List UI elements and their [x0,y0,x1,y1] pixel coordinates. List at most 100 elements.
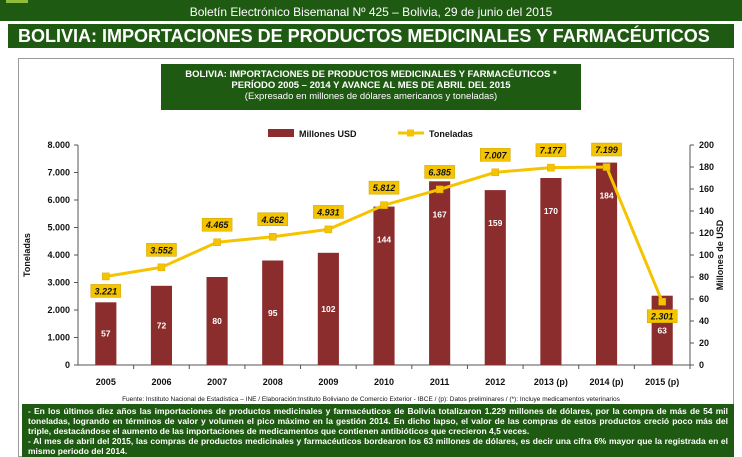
bar-value-label: 159 [488,218,502,228]
right-tick-label: 100 [699,250,714,260]
bar-value-label: 80 [212,316,222,326]
bar [206,277,228,365]
bar [317,252,339,365]
line-value-box [646,309,678,323]
bar [540,178,562,365]
banner-accent [6,0,28,3]
x-tick-label: 2009 [318,377,338,387]
right-tick-label: 120 [699,228,714,238]
line-value-label: 5.812 [373,183,396,193]
left-tick-label: 5.000 [47,223,70,233]
left-tick-label: 8.000 [47,140,70,150]
right-tick-label: 60 [699,294,709,304]
left-tick-label: 2.000 [47,305,70,315]
line-point [491,168,500,177]
right-tick-label: 40 [699,316,709,326]
line-value-label: 7.199 [595,145,618,155]
line-value-box [535,143,567,157]
bar [373,206,395,365]
x-tick-label: 2008 [263,377,283,387]
x-tick-label: 2007 [207,377,227,387]
x-tick-label: 2005 [96,377,116,387]
line-value-box [90,284,122,298]
bar [484,190,506,365]
left-tick-label: 0 [65,360,70,370]
line-point [602,163,611,171]
bar [150,285,173,365]
left-tick-label: 4.000 [47,250,70,260]
bar-value-label: 144 [377,235,391,245]
line-point [157,263,166,272]
line-value-label: 7.177 [540,146,564,156]
line-point [380,201,388,209]
right-tick-label: 180 [699,162,714,172]
x-tick-label: 2015 (p) [645,377,679,387]
top-banner [0,0,742,21]
note-paragraph-2: - Al mes de abril del 2015, las compras … [28,436,728,456]
left-tick-label: 7.000 [47,168,70,178]
line-point [324,225,333,234]
legend-line-marker [407,129,414,137]
line-value-box [591,142,622,157]
page-title: BOLIVIA: IMPORTACIONES DE PRODUCTOS MEDI… [8,24,734,48]
bar-value-label: 95 [268,308,278,318]
bulletin-line: Boletín Electrónico Bisemanal Nº 425 – B… [189,5,553,19]
line-value-box [201,217,233,232]
legend-bar-swatch [268,129,294,137]
bar-value-label: 184 [599,191,613,201]
bar [595,162,618,365]
right-tick-label: 20 [699,338,709,348]
right-tick-label: 140 [699,206,714,216]
x-tick-label: 2011 [430,377,450,387]
line-point [658,297,666,306]
bar-value-label: 102 [321,304,335,314]
x-tick-label: 2014 (p) [590,377,624,387]
legend-bar-label: Millones USD [299,129,357,139]
right-tick-label: 200 [699,140,714,150]
line-value-label: 3.552 [150,245,173,255]
x-tick-label: 2010 [374,377,394,387]
line-point [102,272,110,281]
left-axis-title: Toneladas [22,233,32,277]
x-tick-label: 2013 (p) [534,377,568,387]
left-tick-label: 6.000 [47,195,70,205]
line-point [268,233,277,241]
line-value-label: 4.662 [260,215,284,225]
bar-value-label: 170 [544,206,558,216]
line-value-box [257,212,288,227]
line-value-box [313,205,344,219]
left-tick-label: 1.000 [47,333,70,343]
legend-line-label: Toneladas [429,129,473,139]
right-tick-label: 160 [699,184,714,194]
chart-units-note: (Expresado en millones de dólares americ… [244,91,498,102]
line-value-label: 4.465 [205,220,230,230]
source-note: Fuente: Instituto Nacional de Estadístic… [122,396,620,403]
line-value-label: 2.301 [650,312,674,322]
bar-value-label: 167 [433,209,447,219]
line-value-box [368,180,400,195]
bar-value-label: 72 [157,320,167,330]
line-value-box [146,243,177,257]
bar-value-label: 63 [657,325,667,335]
bar [95,302,117,365]
right-axis-title: Millones de USD [715,219,725,290]
line-value-label: 4.931 [316,207,340,217]
chart-title: BOLIVIA: IMPORTACIONES DE PRODUCTOS MEDI… [185,69,557,80]
bar [429,181,451,365]
bar [262,260,284,365]
line-value-label: 3.221 [95,286,118,296]
line-value-label: 7.007 [484,150,508,160]
x-tick-label: 2006 [151,377,171,387]
x-tick-label: 2012 [485,377,505,387]
line-value-box [480,148,511,162]
right-tick-label: 80 [699,272,709,282]
line-point [547,163,555,172]
note-paragraph-1: - En los últimos diez años las importaci… [28,406,728,436]
bar-value-label: 57 [101,329,111,339]
line-value-label: 6.385 [428,167,452,177]
chart-subtitle: PERÍODO 2005 – 2014 Y AVANCE AL MES DE A… [231,80,511,91]
line-point [213,238,221,246]
line-point [435,185,444,194]
line-value-box [424,165,455,179]
